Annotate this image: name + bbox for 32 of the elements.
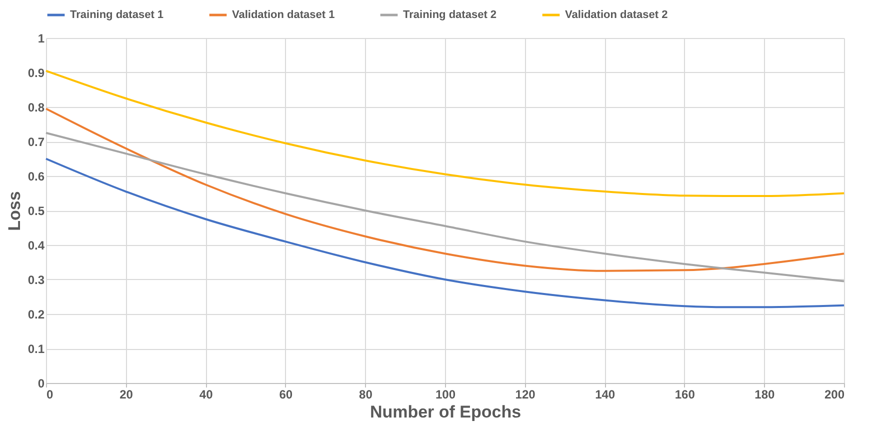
x-tick-label: 20 (120, 388, 134, 402)
y-tick-label: 0.8 (28, 100, 45, 114)
y-axis-title: Loss (4, 191, 24, 231)
x-tick-label: 80 (359, 388, 373, 402)
x-tick-label: 180 (754, 388, 776, 402)
y-tick-label: 0.3 (28, 273, 45, 287)
x-tick-label: 140 (595, 388, 616, 402)
legend-label: Training dataset 2 (403, 9, 497, 21)
x-axis-title: Number of Epochs (370, 402, 522, 422)
y-tick-label: 0.2 (28, 308, 45, 322)
x-tick-label: 160 (674, 388, 696, 402)
x-tick-label: 40 (199, 388, 214, 402)
y-tick-label: 0 (38, 376, 45, 390)
y-tick-label: 0.5 (28, 204, 45, 218)
y-tick-label: 0.6 (28, 170, 45, 184)
x-tick-label: 120 (515, 388, 536, 402)
line-series (45, 70, 845, 198)
legend-label: Training dataset 1 (70, 9, 164, 21)
line-series (45, 108, 845, 272)
y-tick-label: 0.1 (28, 342, 45, 356)
x-tick-label: 60 (279, 388, 293, 402)
legend-label: Validation dataset 2 (565, 9, 668, 21)
line-series (45, 158, 845, 308)
line-series (45, 132, 845, 282)
y-tick-label: 0.9 (28, 66, 45, 80)
legend-label: Validation dataset 1 (232, 9, 335, 21)
y-tick-label: 1 (38, 32, 45, 46)
y-tick-label: 0.4 (28, 238, 45, 252)
x-tick-label: 200 (824, 388, 845, 402)
y-tick-label: 0.7 (28, 135, 45, 149)
x-tick-label: 100 (435, 388, 456, 402)
x-tick-label: 0 (46, 388, 54, 402)
